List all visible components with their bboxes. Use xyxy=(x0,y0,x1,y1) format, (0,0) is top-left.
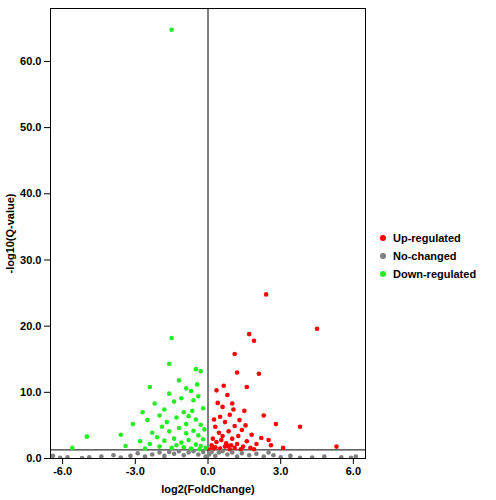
svg-text:20.0: 20.0 xyxy=(20,320,41,332)
svg-text:log2(FoldChange): log2(FoldChange) xyxy=(161,483,255,495)
html-text:No-changed: No-changed xyxy=(393,250,457,262)
svg-text:6.0: 6.0 xyxy=(346,465,361,477)
svg-text:50.0: 50.0 xyxy=(20,121,41,133)
svg-text:3.0: 3.0 xyxy=(273,465,288,477)
svg-text:-log10(Q-value): -log10(Q-value) xyxy=(4,193,16,273)
svg-text:10.0: 10.0 xyxy=(20,386,41,398)
svg-text:-3.0: -3.0 xyxy=(126,465,145,477)
svg-text:30.0: 30.0 xyxy=(20,253,41,265)
svg-text:0.0: 0.0 xyxy=(200,465,215,477)
html-text:Up-regulated: Up-regulated xyxy=(393,232,461,244)
svg-text:-6.0: -6.0 xyxy=(53,465,72,477)
html-text:Down-regulated: Down-regulated xyxy=(393,268,477,280)
svg-text:0.0: 0.0 xyxy=(26,452,41,464)
svg-text:60.0: 60.0 xyxy=(20,55,41,67)
svg-text:40.0: 40.0 xyxy=(20,187,41,199)
